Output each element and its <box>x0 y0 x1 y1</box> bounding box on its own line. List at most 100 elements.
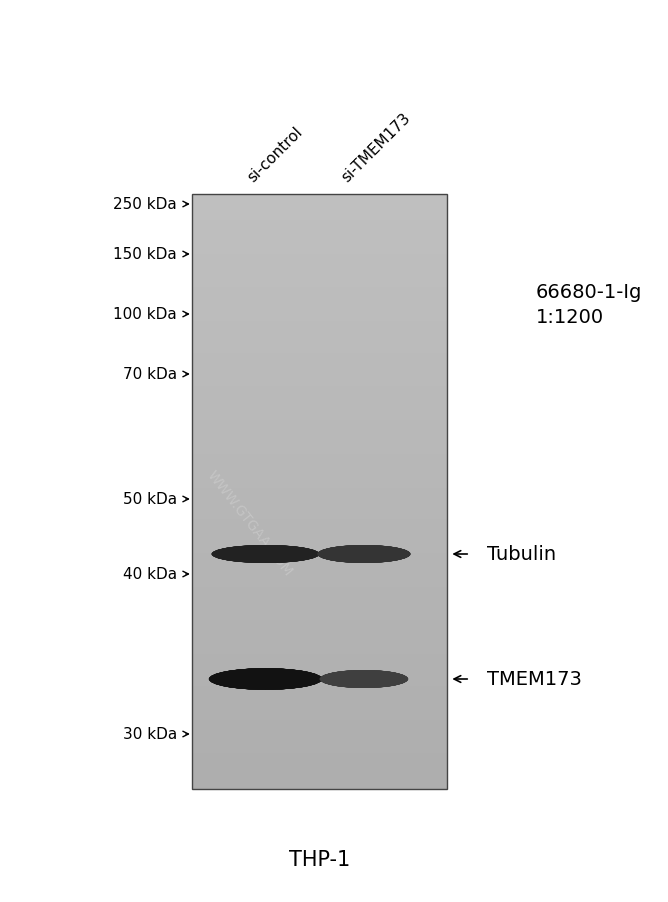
Ellipse shape <box>212 668 319 690</box>
Bar <box>192 538 448 540</box>
Bar <box>192 478 448 481</box>
Bar <box>192 438 448 441</box>
Bar <box>192 753 448 757</box>
Bar <box>192 769 448 772</box>
Ellipse shape <box>220 547 311 563</box>
Ellipse shape <box>223 547 308 562</box>
Ellipse shape <box>212 546 319 564</box>
Bar <box>192 488 448 491</box>
Ellipse shape <box>320 546 408 563</box>
Bar <box>192 205 448 207</box>
Bar <box>192 236 448 239</box>
Bar <box>192 203 448 206</box>
Bar <box>192 427 448 429</box>
Ellipse shape <box>220 670 311 689</box>
Bar <box>192 575 448 578</box>
Bar <box>192 428 448 431</box>
Ellipse shape <box>212 546 319 563</box>
Bar <box>192 452 448 456</box>
Ellipse shape <box>321 546 407 563</box>
Bar <box>192 531 448 535</box>
Ellipse shape <box>211 668 320 690</box>
Bar <box>192 741 448 744</box>
Bar <box>192 544 448 547</box>
Bar <box>192 696 448 699</box>
Bar <box>192 704 448 707</box>
Ellipse shape <box>216 546 315 563</box>
Ellipse shape <box>219 547 312 563</box>
Bar <box>192 504 448 507</box>
Ellipse shape <box>215 546 316 563</box>
Ellipse shape <box>215 669 316 689</box>
Bar <box>192 383 448 386</box>
Bar <box>192 472 448 475</box>
Bar <box>192 413 448 416</box>
Ellipse shape <box>216 669 315 689</box>
Bar <box>192 498 448 501</box>
Ellipse shape <box>220 669 311 689</box>
Bar <box>192 466 448 469</box>
Ellipse shape <box>324 671 403 687</box>
Bar <box>192 228 448 232</box>
Ellipse shape <box>220 547 311 563</box>
Ellipse shape <box>217 546 314 563</box>
Ellipse shape <box>328 547 400 562</box>
Ellipse shape <box>214 669 317 689</box>
Ellipse shape <box>325 671 403 687</box>
Ellipse shape <box>216 546 315 563</box>
Bar <box>192 494 448 497</box>
Ellipse shape <box>320 670 408 688</box>
Bar <box>192 391 448 394</box>
Ellipse shape <box>325 547 402 563</box>
Ellipse shape <box>213 546 318 563</box>
Bar <box>192 361 448 364</box>
Bar <box>192 364 448 366</box>
Bar <box>192 609 448 612</box>
Bar <box>192 304 448 307</box>
Bar <box>192 708 448 711</box>
Ellipse shape <box>326 671 402 687</box>
Ellipse shape <box>210 668 321 690</box>
Bar <box>192 230 448 234</box>
Bar <box>192 450 448 454</box>
Ellipse shape <box>321 546 407 563</box>
Bar <box>192 639 448 641</box>
Bar <box>192 511 448 515</box>
Bar <box>192 430 448 434</box>
Ellipse shape <box>329 671 398 687</box>
Ellipse shape <box>320 546 407 563</box>
Bar <box>192 218 448 222</box>
Bar <box>192 254 448 257</box>
Bar <box>192 710 448 713</box>
Ellipse shape <box>323 671 405 688</box>
Ellipse shape <box>218 669 313 689</box>
Ellipse shape <box>320 546 407 563</box>
Ellipse shape <box>224 547 307 562</box>
Ellipse shape <box>325 671 403 687</box>
Ellipse shape <box>212 669 319 690</box>
Ellipse shape <box>214 669 317 689</box>
Text: 150 kDa: 150 kDa <box>114 247 177 262</box>
Ellipse shape <box>319 546 409 563</box>
Bar <box>192 778 448 780</box>
Ellipse shape <box>213 669 318 689</box>
Bar <box>192 211 448 214</box>
Ellipse shape <box>209 668 322 690</box>
Bar <box>192 474 448 477</box>
Ellipse shape <box>212 546 319 564</box>
Bar <box>192 583 448 586</box>
Ellipse shape <box>217 669 314 689</box>
Bar <box>192 400 448 404</box>
Ellipse shape <box>224 547 307 562</box>
Bar <box>192 563 448 566</box>
Ellipse shape <box>222 670 309 688</box>
Bar <box>192 692 448 695</box>
Ellipse shape <box>326 547 401 562</box>
Ellipse shape <box>327 671 401 687</box>
Bar <box>192 561 448 565</box>
Ellipse shape <box>327 547 401 562</box>
Bar <box>192 611 448 613</box>
Ellipse shape <box>327 547 401 562</box>
Ellipse shape <box>327 547 400 562</box>
Ellipse shape <box>320 546 408 563</box>
